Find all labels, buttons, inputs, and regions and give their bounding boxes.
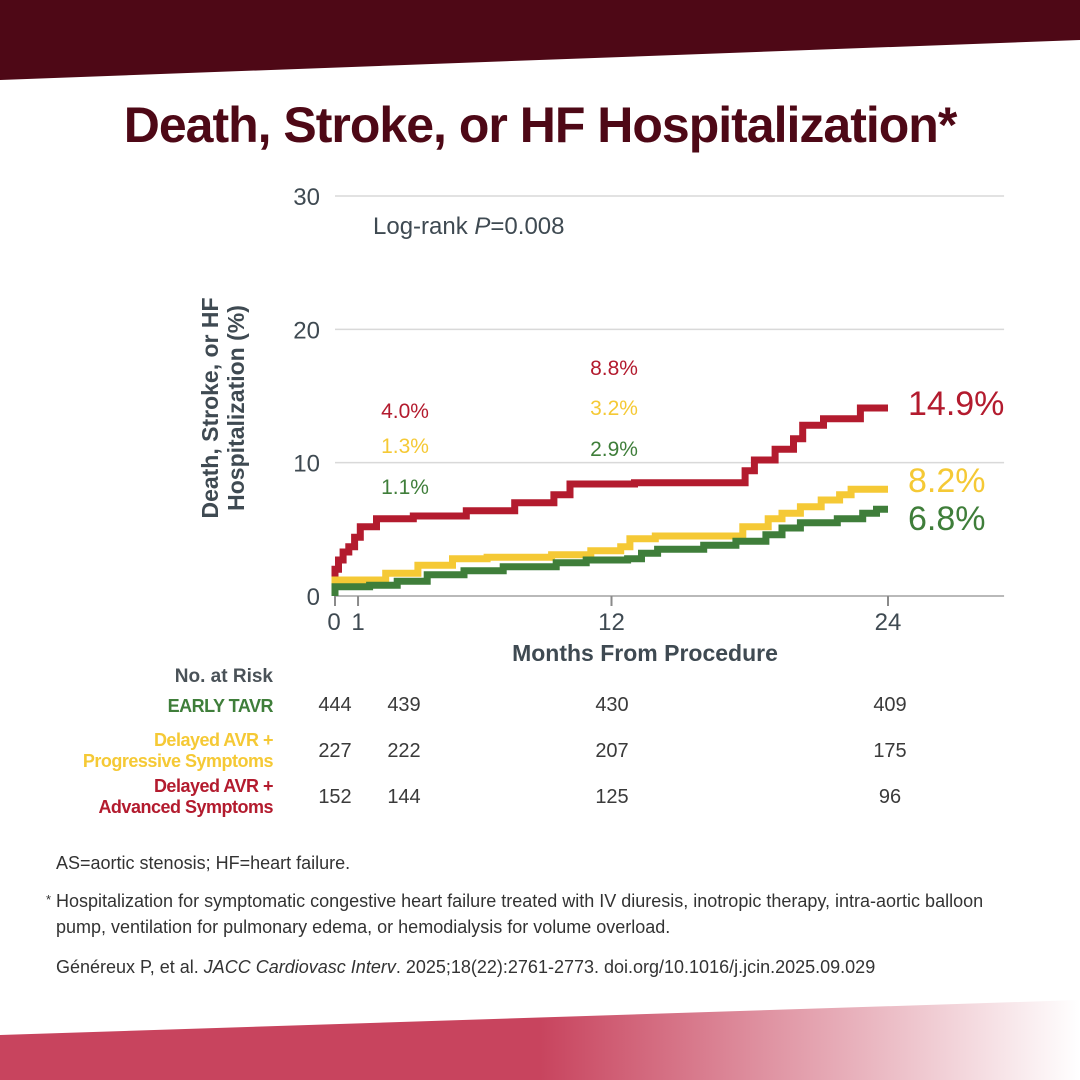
annotation-1mo-2: 1.1% bbox=[381, 476, 429, 499]
risk-cell: 227 bbox=[318, 740, 352, 762]
risk-cell: 144 bbox=[387, 786, 421, 808]
series-line-2 bbox=[331, 505, 888, 596]
citation-authors: Généreux P, et al. bbox=[56, 957, 204, 977]
risk-table-header: No. at Risk bbox=[174, 666, 273, 687]
risk-cell: 152 bbox=[318, 786, 352, 808]
risk-cell: 444 bbox=[318, 694, 352, 716]
annotation-12mo-2: 2.9% bbox=[590, 438, 638, 461]
risk-cell: 439 bbox=[387, 694, 421, 716]
risk-row-label-line-0: EARLY TAVR bbox=[167, 696, 274, 716]
y-tick-label-0: 0 bbox=[307, 584, 320, 611]
annotation-1mo-0: 4.0% bbox=[381, 400, 429, 423]
risk-table: No. at Risk EARLY TAVR 444 439 430 409 Delaye… bbox=[0, 660, 1080, 840]
end-label-1: 8.2% bbox=[908, 462, 986, 500]
x-axis-title: Months From Procedure bbox=[512, 640, 778, 666]
annotation-1mo-1: 1.3% bbox=[381, 435, 429, 458]
bottom-band bbox=[0, 1000, 1080, 1080]
risk-cell: 175 bbox=[873, 740, 907, 762]
risk-row-label-2: Delayed AVR + Advanced Symptoms bbox=[0, 776, 273, 818]
star-footnote: Hospitalization for symptomatic congesti… bbox=[56, 891, 984, 937]
x-tick-label-24: 24 bbox=[875, 609, 902, 636]
citation: Généreux P, et al. JACC Cardiovasc Inter… bbox=[56, 954, 1036, 980]
y-tick-label-30: 30 bbox=[293, 184, 320, 211]
risk-cell: 409 bbox=[873, 694, 907, 716]
footnote-star: * bbox=[46, 892, 52, 907]
citation-journal: JACC Cardiovasc Interv bbox=[203, 957, 396, 977]
annotation-12mo-1: 3.2% bbox=[590, 397, 638, 420]
citation-details: . 2025;18(22):2761-2773. doi.org/10.1016… bbox=[395, 957, 876, 977]
y-tick-label-10: 10 bbox=[293, 451, 320, 478]
end-label-0: 14.9% bbox=[908, 385, 1004, 423]
y-axis-title-line-1: Death, Stroke, or HF bbox=[197, 297, 223, 518]
series-line-0 bbox=[331, 404, 888, 596]
abbreviation-footnote: AS=aortic stenosis; HF=heart failure. bbox=[56, 853, 351, 873]
risk-row-label-1: Delayed AVR + Progressive Symptoms bbox=[0, 730, 274, 772]
log-rank-annotation: Log-rank P=0.008 bbox=[373, 213, 564, 240]
series-line-1 bbox=[331, 485, 888, 596]
risk-cell: 207 bbox=[595, 740, 629, 762]
annotation-12mo-0: 8.8% bbox=[590, 357, 638, 380]
risk-cell: 96 bbox=[878, 786, 902, 808]
risk-cell: 222 bbox=[387, 740, 421, 762]
y-axis-title-line-2: Hospitalization (%) bbox=[223, 305, 249, 511]
end-label-2: 6.8% bbox=[908, 500, 986, 538]
risk-row-label-line-1: Advanced Symptoms bbox=[98, 797, 273, 817]
risk-cell: 430 bbox=[595, 694, 629, 716]
x-tick-label-0: 0 bbox=[327, 609, 340, 636]
page-title: Death, Stroke, or HF Hospitalization* bbox=[123, 97, 958, 153]
top-band bbox=[0, 0, 1080, 80]
x-tick-label-1: 1 bbox=[351, 609, 364, 636]
risk-row-label-0: EARLY TAVR bbox=[0, 696, 274, 717]
risk-row-label-line-0: Delayed AVR + bbox=[153, 730, 274, 750]
y-tick-label-20: 20 bbox=[293, 317, 320, 344]
x-tick-label-12: 12 bbox=[598, 609, 625, 636]
risk-cell: 125 bbox=[595, 786, 629, 808]
risk-row-label-line-1: Progressive Symptoms bbox=[82, 751, 274, 771]
risk-row-label-line-0: Delayed AVR + bbox=[153, 776, 274, 796]
